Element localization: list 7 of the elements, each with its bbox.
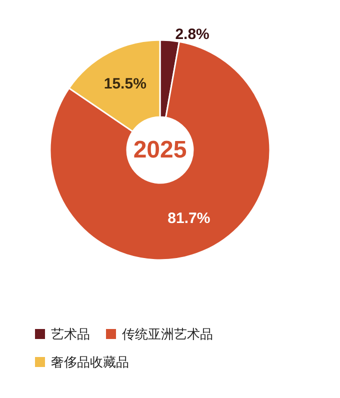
legend-label: 传统亚洲艺术品 [122,326,213,342]
data-label: 81.7% [168,210,210,228]
data-label: 2.8% [175,26,210,43]
data-label: 15.5% [104,76,146,93]
legend-label: 奢侈品收藏品 [51,354,129,370]
legend-label: 艺术品 [51,326,90,342]
text: 2025 [133,136,187,164]
